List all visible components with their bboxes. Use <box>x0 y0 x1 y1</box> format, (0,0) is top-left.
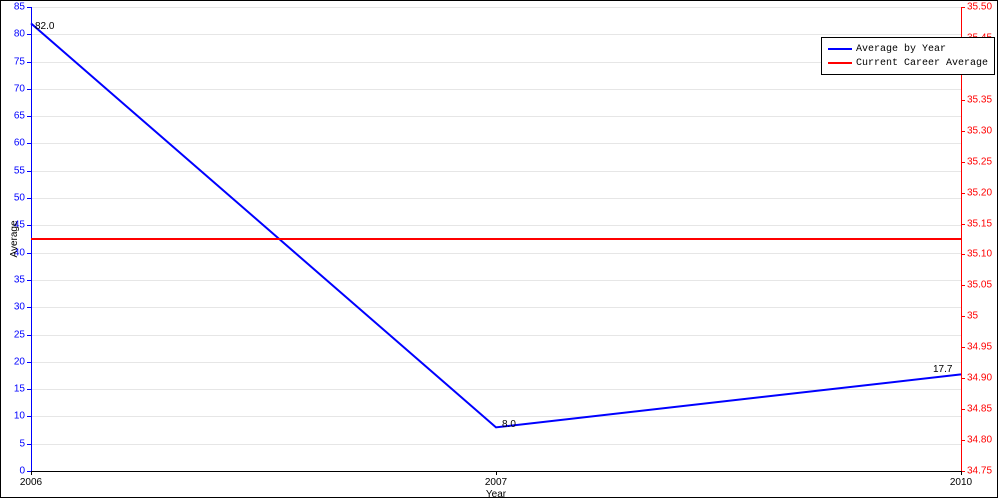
x-tick <box>961 471 962 475</box>
legend: Average by Year Current Career Average <box>821 37 995 75</box>
y-left-tick-label: 0 <box>9 466 25 477</box>
y-right-tick <box>961 162 965 163</box>
y-right-tick <box>961 347 965 348</box>
y-right-tick <box>961 440 965 441</box>
data-point-label: 8.0 <box>502 419 516 430</box>
y-right-tick <box>961 7 965 8</box>
y-right-tick <box>961 100 965 101</box>
y-left-tick-label: 85 <box>9 2 25 13</box>
y-right-tick-label: 34.85 <box>967 404 992 415</box>
legend-swatch <box>828 48 852 50</box>
data-point-label: 82.0 <box>35 21 54 32</box>
series-line <box>31 23 961 427</box>
legend-label: Average by Year <box>856 44 946 55</box>
y-left-tick-label: 75 <box>9 56 25 67</box>
y-axis-label: Average <box>9 220 20 257</box>
y-left-tick-label: 70 <box>9 83 25 94</box>
legend-item: Current Career Average <box>828 56 988 70</box>
y-left-tick-label: 10 <box>9 411 25 422</box>
y-right-tick-label: 35.25 <box>967 156 992 167</box>
y-left-tick-label: 25 <box>9 329 25 340</box>
y-right-tick-label: 35.10 <box>967 249 992 260</box>
y-right-tick <box>961 254 965 255</box>
y-left-tick-label: 80 <box>9 29 25 40</box>
x-tick <box>31 471 32 475</box>
y-right-tick <box>961 193 965 194</box>
plot-area: 051015202530354045505560657075808534.753… <box>31 7 961 471</box>
y-left-tick-label: 15 <box>9 384 25 395</box>
y-right-tick-label: 34.80 <box>967 435 992 446</box>
legend-swatch <box>828 62 852 64</box>
y-axis-right <box>961 7 962 471</box>
y-right-tick <box>961 316 965 317</box>
y-right-tick <box>961 224 965 225</box>
x-axis-label: Year <box>486 489 506 500</box>
y-right-tick-label: 34.95 <box>967 342 992 353</box>
y-right-tick-label: 34.90 <box>967 373 992 384</box>
y-right-tick <box>961 131 965 132</box>
chart-frame: 051015202530354045505560657075808534.753… <box>0 0 998 498</box>
y-left-tick-label: 20 <box>9 356 25 367</box>
y-left-tick-label: 60 <box>9 138 25 149</box>
x-tick-label: 2006 <box>20 477 42 488</box>
y-right-tick-label: 35.50 <box>967 2 992 13</box>
y-left-tick-label: 30 <box>9 302 25 313</box>
x-tick-label: 2007 <box>485 477 507 488</box>
y-right-tick <box>961 285 965 286</box>
y-right-tick <box>961 378 965 379</box>
y-left-tick-label: 35 <box>9 274 25 285</box>
data-point-label: 17.7 <box>933 364 952 375</box>
y-right-tick-label: 35 <box>967 311 978 322</box>
y-left-tick-label: 5 <box>9 438 25 449</box>
series-lines <box>31 7 961 471</box>
y-right-tick-label: 35.35 <box>967 94 992 105</box>
y-right-tick-label: 35.05 <box>967 280 992 291</box>
y-right-tick-label: 34.75 <box>967 466 992 477</box>
legend-label: Current Career Average <box>856 58 988 69</box>
x-tick <box>496 471 497 475</box>
y-right-tick-label: 35.20 <box>967 187 992 198</box>
y-left-tick-label: 65 <box>9 111 25 122</box>
y-right-tick-label: 35.15 <box>967 218 992 229</box>
y-left-tick-label: 55 <box>9 165 25 176</box>
y-right-tick-label: 35.30 <box>967 125 992 136</box>
x-tick-label: 2010 <box>950 477 972 488</box>
y-right-tick <box>961 409 965 410</box>
legend-item: Average by Year <box>828 42 988 56</box>
y-left-tick-label: 50 <box>9 193 25 204</box>
